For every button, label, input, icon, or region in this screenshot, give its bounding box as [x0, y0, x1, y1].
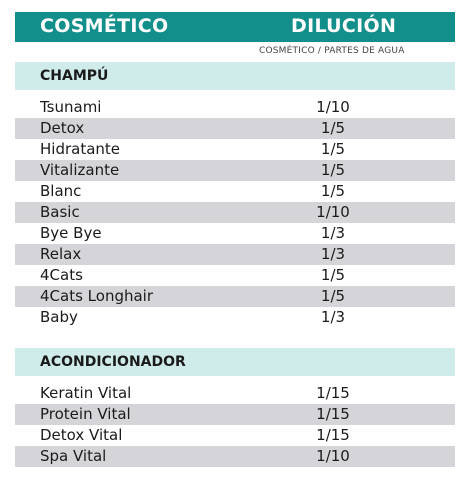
table-row: Relax 1/3: [15, 244, 455, 265]
dilution-value: 1/5: [320, 266, 346, 284]
dilution-value: 1/5: [320, 140, 346, 158]
table-row: Hidratante 1/5: [15, 139, 455, 160]
table-row: Detox 1/5: [15, 118, 455, 139]
section-champu: CHAMPÚ: [15, 62, 455, 90]
table-row: Spa Vital 1/10: [15, 446, 455, 467]
product-name: Baby: [40, 308, 78, 326]
product-name: Hidratante: [40, 140, 121, 158]
product-name: Keratin Vital: [40, 384, 132, 402]
dilution-value: 1/5: [320, 182, 346, 200]
table-row: Baby 1/3: [15, 307, 455, 328]
product-name: 4Cats: [40, 266, 83, 284]
dilution-value: 1/5: [320, 287, 346, 305]
dilution-value: 1/10: [316, 447, 350, 465]
section-title: CHAMPÚ: [40, 68, 109, 84]
dilution-value: 1/15: [316, 426, 350, 444]
product-name: 4Cats Longhair: [40, 287, 154, 305]
table-row: Tsunami 1/10: [15, 97, 455, 118]
product-name: Spa Vital: [40, 447, 107, 465]
dilution-value: 1/10: [316, 98, 350, 116]
table-row: Bye Bye 1/3: [15, 223, 455, 244]
dilution-value: 1/15: [316, 384, 350, 402]
product-name: Bye Bye: [40, 224, 102, 242]
product-name: Basic: [40, 203, 80, 221]
table-row: Blanc 1/5: [15, 181, 455, 202]
table-header: COSMÉTICO DILUCIÓN: [15, 12, 455, 42]
header-cosmetic: COSMÉTICO: [40, 15, 169, 37]
header-dilution: DILUCIÓN: [291, 15, 397, 37]
table-row: Basic 1/10: [15, 202, 455, 223]
dilution-value: 1/3: [320, 245, 346, 263]
table-row: Protein Vital 1/15: [15, 404, 455, 425]
product-name: Blanc: [40, 182, 82, 200]
table-row: 4Cats Longhair 1/5: [15, 286, 455, 307]
product-name: Tsunami: [40, 98, 102, 116]
dilution-value: 1/10: [316, 203, 350, 221]
product-name: Relax: [40, 245, 82, 263]
dilution-table: COSMÉTICO DILUCIÓN COSMÉTICO / PARTES DE…: [15, 12, 455, 467]
dilution-value: 1/3: [320, 224, 346, 242]
subheader-text: COSMÉTICO / PARTES DE AGUA: [259, 46, 405, 56]
product-name: Detox: [40, 119, 85, 137]
table-row: Detox Vital 1/15: [15, 425, 455, 446]
dilution-value: 1/3: [320, 308, 346, 326]
table-row: Keratin Vital 1/15: [15, 383, 455, 404]
dilution-value: 1/5: [320, 161, 346, 179]
product-name: Vitalizante: [40, 161, 120, 179]
section-acondicionador: ACONDICIONADOR: [15, 348, 455, 376]
table-subheader: COSMÉTICO / PARTES DE AGUA: [15, 42, 455, 62]
section-title: ACONDICIONADOR: [40, 354, 186, 370]
dilution-value: 1/15: [316, 405, 350, 423]
table-row: 4Cats 1/5: [15, 265, 455, 286]
table-row: Vitalizante 1/5: [15, 160, 455, 181]
dilution-value: 1/5: [320, 119, 346, 137]
product-name: Detox Vital: [40, 426, 123, 444]
product-name: Protein Vital: [40, 405, 131, 423]
